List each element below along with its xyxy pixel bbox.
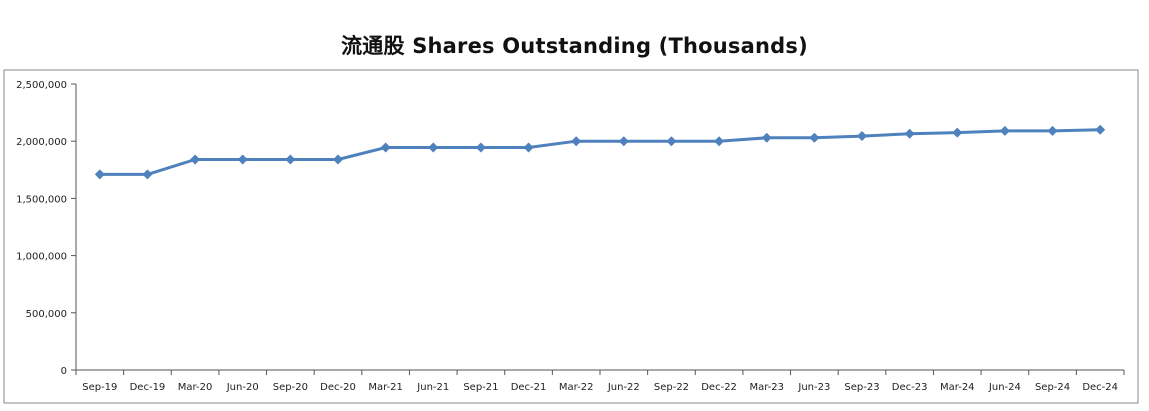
data-point-marker [761, 132, 772, 143]
data-point-marker [428, 142, 439, 153]
y-tick-label: 1,000,000 [16, 252, 67, 263]
data-point-marker [94, 169, 105, 180]
y-tick-label: 2,000,000 [16, 137, 67, 148]
x-tick-label: Mar-21 [368, 382, 403, 393]
plot-area-border [3, 69, 1139, 404]
x-tick-label: Mar-23 [749, 382, 784, 393]
x-tick-label: Sep-23 [844, 382, 879, 393]
data-point-marker [952, 127, 963, 138]
x-tick-label: Dec-21 [511, 382, 547, 393]
y-tick-label: 500,000 [26, 309, 67, 320]
x-tick-label: Jun-21 [416, 382, 449, 393]
x-tick-label: Sep-20 [273, 382, 308, 393]
data-point-marker [142, 169, 153, 180]
data-point-marker [857, 131, 867, 142]
x-tick-label: Dec-22 [701, 382, 737, 393]
x-tick-label: Sep-24 [1035, 382, 1070, 393]
x-tick-label: Mar-24 [940, 382, 975, 393]
data-point-marker [190, 154, 201, 165]
data-point-marker [523, 142, 534, 153]
chart-title: 流通股 Shares Outstanding (Thousands) [341, 34, 808, 58]
x-tick-label: Dec-20 [320, 382, 356, 393]
data-point-marker [1095, 124, 1106, 135]
data-point-marker [904, 128, 915, 139]
data-point-marker [666, 136, 677, 147]
x-tick-label: Jun-24 [988, 382, 1021, 393]
data-point-marker [380, 142, 391, 153]
data-point-marker [571, 136, 582, 147]
data-point-marker [809, 132, 820, 143]
x-axis-ticks: Sep-19 Dec-19 Mar-20 Jun-20 Sep-20 Dec-20 Mar-… [75, 370, 1125, 393]
data-point-marker [999, 125, 1010, 136]
x-tick-label: Jun-20 [226, 382, 259, 393]
x-tick-label: Sep-19 [82, 382, 117, 393]
x-tick-label: Mar-20 [178, 382, 213, 393]
data-point-marker [1047, 125, 1058, 136]
data-point-marker [333, 154, 343, 165]
y-tick-label: 2,500,000 [16, 80, 67, 91]
x-tick-label: Dec-19 [130, 382, 166, 393]
data-point-marker [475, 142, 486, 153]
x-tick-label: Jun-23 [797, 382, 830, 393]
data-point-marker [714, 136, 725, 147]
series-markers [94, 124, 1106, 180]
x-tick-label: Dec-23 [892, 382, 928, 393]
y-tick-label: 0 [61, 366, 67, 377]
x-tick-label: Mar-22 [559, 382, 594, 393]
x-tick-label: Sep-22 [654, 382, 689, 393]
y-axis-ticks: 0 500,000 1,000,000 1,500,000 2,000,000 2,500… [16, 80, 76, 377]
x-tick-label: Jun-22 [607, 382, 640, 393]
x-tick-label: Dec-24 [1082, 382, 1118, 393]
x-tick-label: Sep-21 [463, 382, 498, 393]
series-line [99, 128, 1101, 176]
y-tick-label: 1,500,000 [16, 194, 67, 205]
data-point-marker [237, 154, 248, 165]
data-point-marker [285, 154, 296, 165]
data-point-marker [618, 136, 629, 147]
